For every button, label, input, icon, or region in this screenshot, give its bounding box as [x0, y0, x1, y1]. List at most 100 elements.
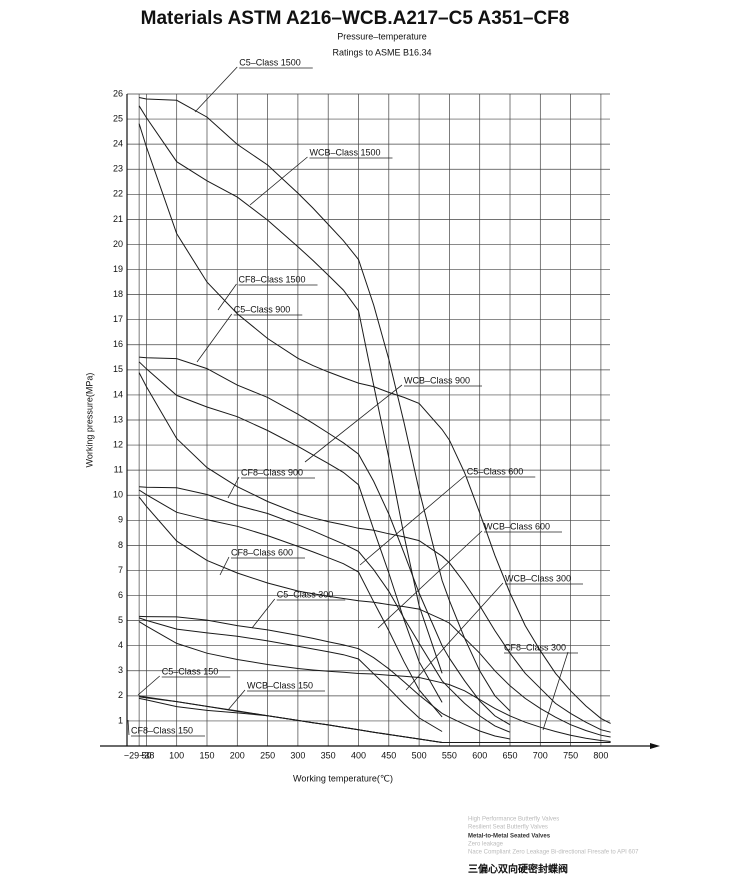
leader-line — [304, 384, 403, 463]
y-tick-label: 3 — [118, 665, 123, 675]
leader-line — [249, 156, 308, 206]
series-label: CF8–Class 150 — [131, 725, 193, 735]
x-tick-label: 300 — [290, 750, 305, 760]
y-tick-label: 15 — [113, 364, 123, 374]
series-line — [138, 97, 511, 712]
series-label: C5–Class 300 — [277, 589, 334, 599]
series-line — [138, 489, 443, 718]
series-label: CF8–Class 1500 — [238, 274, 305, 284]
series-label: WCB–Class 600 — [484, 521, 550, 531]
leader-line — [196, 313, 233, 363]
y-tick-label: 21 — [113, 214, 123, 224]
leader-line — [359, 475, 465, 566]
series-line — [138, 697, 611, 743]
series-line — [138, 361, 443, 703]
x-axis-arrow — [650, 743, 660, 749]
leader-line — [377, 530, 483, 629]
y-tick-label: 9 — [118, 515, 123, 525]
y-tick-label: 6 — [118, 590, 123, 600]
series-label: WCB–Class 1500 — [309, 147, 380, 157]
series-label: CF8–Class 900 — [241, 467, 303, 477]
chart-title: Materials ASTM A216–WCB.A217–C5 A351–CF8 — [141, 8, 570, 29]
x-tick-label: 500 — [412, 750, 427, 760]
series-line — [138, 617, 443, 732]
y-tick-label: 25 — [113, 113, 123, 123]
footer-line: High Performance Butterfly Valves — [468, 817, 559, 823]
series-line — [139, 486, 511, 733]
series-label: CF8–Class 300 — [504, 642, 566, 652]
y-tick-label: 24 — [113, 139, 123, 149]
leader-line — [194, 66, 238, 113]
y-tick-label: 8 — [118, 540, 123, 550]
x-tick-label: 350 — [321, 750, 336, 760]
leader-line — [127, 719, 130, 736]
x-tick-label: 450 — [381, 750, 396, 760]
y-tick-label: 11 — [114, 465, 123, 475]
footer-line: Nace Compliant Zero Leakage Bi-direction… — [468, 850, 639, 856]
x-tick-label: 700 — [533, 750, 548, 760]
series-line — [138, 123, 611, 724]
leader-line — [405, 582, 504, 691]
y-tick-label: 7 — [118, 565, 123, 575]
chart-subtitle: Ratings to ASME B16.34 — [332, 47, 431, 57]
footer: High Performance Butterfly Valves Resili… — [468, 817, 639, 876]
y-tick-label: 26 — [113, 88, 123, 98]
x-tick-label: 100 — [169, 750, 184, 760]
series-line — [138, 372, 611, 733]
footer-line: Zero leakage — [468, 842, 504, 848]
chart-subtitle: Pressure–temperature — [337, 31, 427, 41]
series-line — [138, 621, 611, 742]
x-tick-label: 550 — [442, 750, 457, 760]
y-tick-label: 19 — [113, 264, 123, 274]
footer-line: Metal-to-Metal Seated Valves — [468, 834, 551, 840]
leader-line — [217, 283, 237, 311]
y-tick-label: 22 — [113, 189, 123, 199]
series-line — [138, 496, 611, 738]
y-tick-label: 4 — [118, 640, 123, 650]
x-tick-label: 150 — [199, 750, 214, 760]
x-tick-label: −29~38 — [124, 750, 155, 760]
series-label: C5–Class 900 — [234, 304, 291, 314]
series-line — [138, 105, 443, 674]
y-tick-label: 23 — [113, 164, 123, 174]
leader-line — [219, 556, 230, 576]
x-tick-label: 800 — [593, 750, 608, 760]
y-tick-label: 10 — [113, 490, 123, 500]
y-tick-label: 12 — [113, 439, 123, 449]
x-tick-label: 200 — [230, 750, 245, 760]
y-tick-label: 1 — [118, 715, 123, 725]
series-label: WCB–Class 150 — [247, 680, 313, 690]
y-tick-label: 20 — [113, 239, 123, 249]
series-label: CF8–Class 600 — [231, 547, 293, 557]
x-tick-label: 50 — [141, 750, 151, 760]
series-line — [139, 356, 511, 726]
leader-line — [542, 651, 569, 731]
y-tick-label: 5 — [118, 615, 123, 625]
y-tick-label: 14 — [113, 389, 123, 399]
x-tick-label: 600 — [472, 750, 487, 760]
x-tick-label: 750 — [563, 750, 578, 760]
leader-line — [251, 598, 276, 629]
series-line — [139, 615, 511, 740]
footer-caption: 三偏心双向硬密封蝶阀 — [468, 863, 568, 876]
series-label: C5–Class 600 — [467, 466, 524, 476]
y-tick-label: 16 — [113, 339, 123, 349]
series-label: WCB–Class 300 — [505, 573, 571, 583]
y-tick-label: 2 — [118, 690, 123, 700]
x-tick-label: 650 — [502, 750, 517, 760]
y-tick-label: 13 — [113, 414, 123, 424]
x-tick-label: 250 — [260, 750, 275, 760]
series-label: WCB–Class 900 — [404, 375, 470, 385]
leader-line — [137, 675, 160, 696]
x-tick-label: 400 — [351, 750, 366, 760]
y-tick-label: 17 — [113, 314, 123, 324]
x-axis-label: Working temperature(℃) — [293, 773, 393, 783]
footer-line: Resilient Seat Butterfly Valves — [468, 825, 548, 831]
series-label: C5–Class 1500 — [239, 57, 301, 67]
y-tick-label: 18 — [113, 289, 123, 299]
y-axis-label: Working pressure(MPa) — [84, 373, 94, 468]
series-label: C5–Class 150 — [162, 666, 219, 676]
leader-line — [227, 689, 246, 711]
leader-line — [227, 476, 240, 499]
